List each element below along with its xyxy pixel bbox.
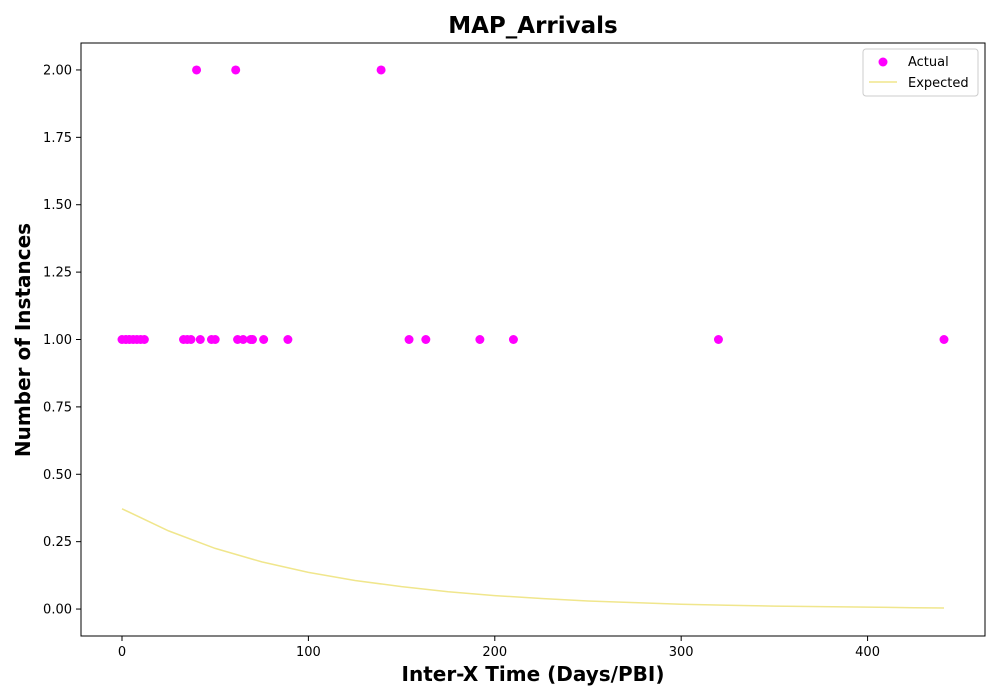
actual-data-point: [475, 335, 484, 344]
actual-data-point: [405, 335, 414, 344]
chart-title: MAP_Arrivals: [448, 13, 618, 39]
x-tick-label: 100: [296, 645, 321, 660]
actual-data-point: [509, 335, 518, 344]
y-tick-label: 0.75: [43, 400, 72, 415]
legend-expected-label: Expected: [908, 76, 969, 91]
actual-data-point: [192, 65, 201, 74]
x-tick-label: 400: [855, 645, 880, 660]
y-tick-label: 2.00: [43, 63, 72, 78]
actual-data-point: [259, 335, 268, 344]
x-axis-label: Inter-X Time (Days/PBI): [402, 662, 665, 686]
y-tick-label: 1.25: [43, 266, 72, 281]
actual-data-point: [140, 335, 149, 344]
actual-data-point: [248, 335, 257, 344]
actual-data-point: [283, 335, 292, 344]
legend-actual-label: Actual: [908, 55, 949, 70]
actual-data-point: [421, 335, 430, 344]
actual-data-point: [211, 335, 220, 344]
y-tick-label: 1.00: [43, 333, 72, 348]
actual-data-point: [196, 335, 205, 344]
y-tick-label: 0.50: [43, 468, 72, 483]
y-tick-label: 1.50: [43, 198, 72, 213]
actual-data-point: [231, 65, 240, 74]
legend: Actual Expected: [863, 49, 978, 96]
x-tick-label: 300: [669, 645, 694, 660]
actual-data-point: [939, 335, 948, 344]
actual-data-point: [714, 335, 723, 344]
legend-actual-marker: [879, 58, 888, 67]
plot-area: 0 100 200 300 400 0.00 0.25 0.50 0.75 1.00 1.25 1.…: [43, 43, 985, 660]
y-axis-label: Number of Instances: [11, 223, 35, 457]
actual-data-point: [377, 65, 386, 74]
x-tick-label: 0: [118, 645, 126, 660]
y-tick-label: 0.00: [43, 603, 72, 618]
y-tick-label: 1.75: [43, 131, 72, 146]
y-tick-label: 0.25: [43, 535, 72, 550]
actual-data-point: [186, 335, 195, 344]
x-tick-label: 200: [482, 645, 507, 660]
